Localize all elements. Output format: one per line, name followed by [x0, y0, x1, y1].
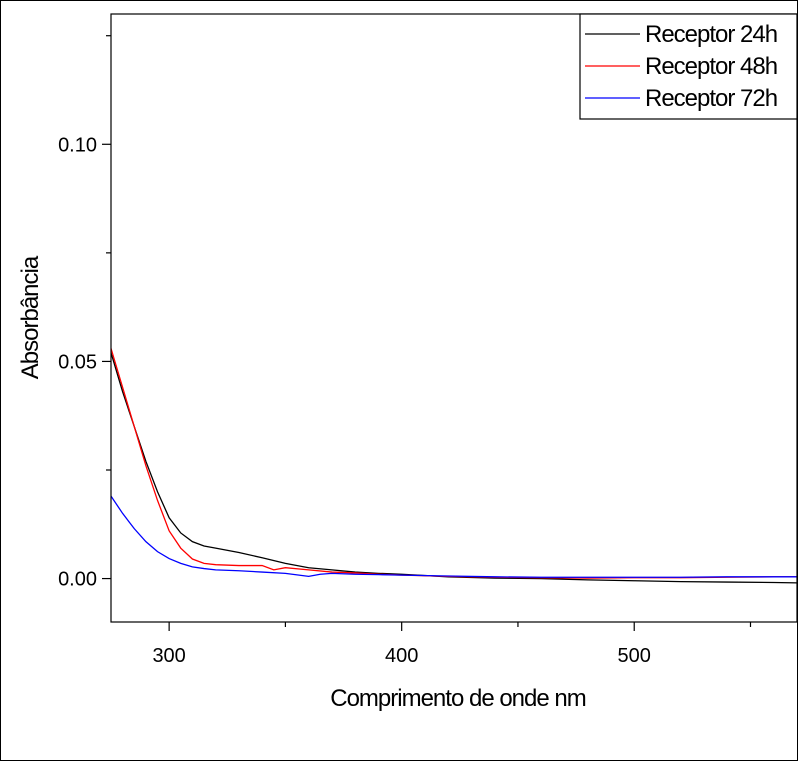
legend-label-1: Receptor 24h [645, 21, 777, 48]
y-tick-label: 0.10 [58, 134, 97, 156]
series-line-1 [111, 352, 797, 584]
legend: Receptor 24h Receptor 48h Receptor 72h [579, 13, 798, 120]
plot-area-frame [110, 13, 798, 623]
legend-label-2: Receptor 48h [645, 53, 777, 80]
y-tick-label: 0.00 [58, 569, 97, 591]
legend-label-3: Receptor 72h [645, 85, 777, 112]
series-layer [111, 348, 797, 584]
x-tick-label: 300 [152, 645, 185, 667]
axis-ticks [102, 35, 752, 631]
series-line-3 [111, 495, 797, 578]
series-line-2 [111, 348, 797, 579]
y-axis-title: Absorbância [17, 255, 44, 379]
x-tick-label: 500 [618, 645, 651, 667]
y-tick-label: 0.05 [58, 351, 97, 373]
x-axis-title: Comprimento de onde nm [330, 685, 585, 712]
x-tick-label: 400 [385, 645, 418, 667]
axis-tick-labels: 300 400 500 0.00 0.05 0.10 [58, 134, 651, 667]
